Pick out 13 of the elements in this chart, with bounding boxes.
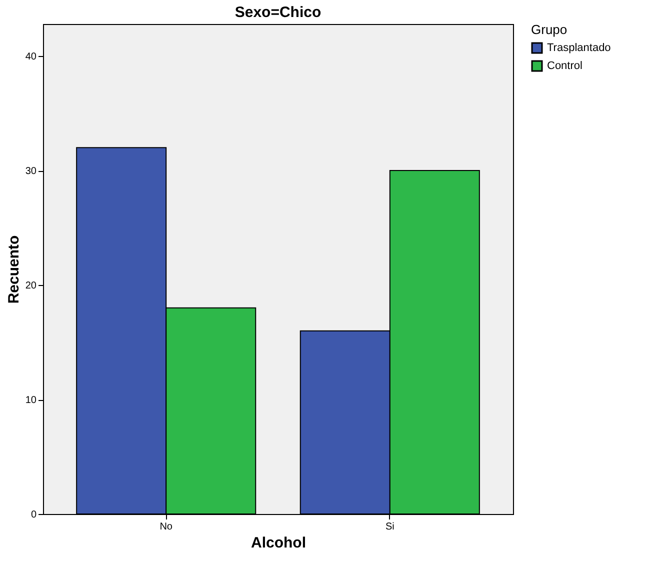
x-tick-label: No (160, 522, 173, 532)
y-axis-title: Recuento (5, 235, 22, 304)
legend-label: Trasplantado (547, 42, 611, 54)
y-tick-label: 40 (25, 52, 37, 63)
legend-title: Grupo (531, 22, 568, 37)
x-tick-label: Si (385, 522, 394, 532)
y-tick-label: 0 (30, 510, 37, 520)
y-tick-label: 30 (25, 166, 37, 178)
y-tick-label: 10 (25, 395, 37, 406)
chart-title: Sexo=Chico (234, 4, 322, 21)
y-tick-label: 20 (25, 280, 37, 292)
legend-label: Control (547, 60, 582, 72)
x-axis-title: Alcohol (251, 534, 306, 552)
